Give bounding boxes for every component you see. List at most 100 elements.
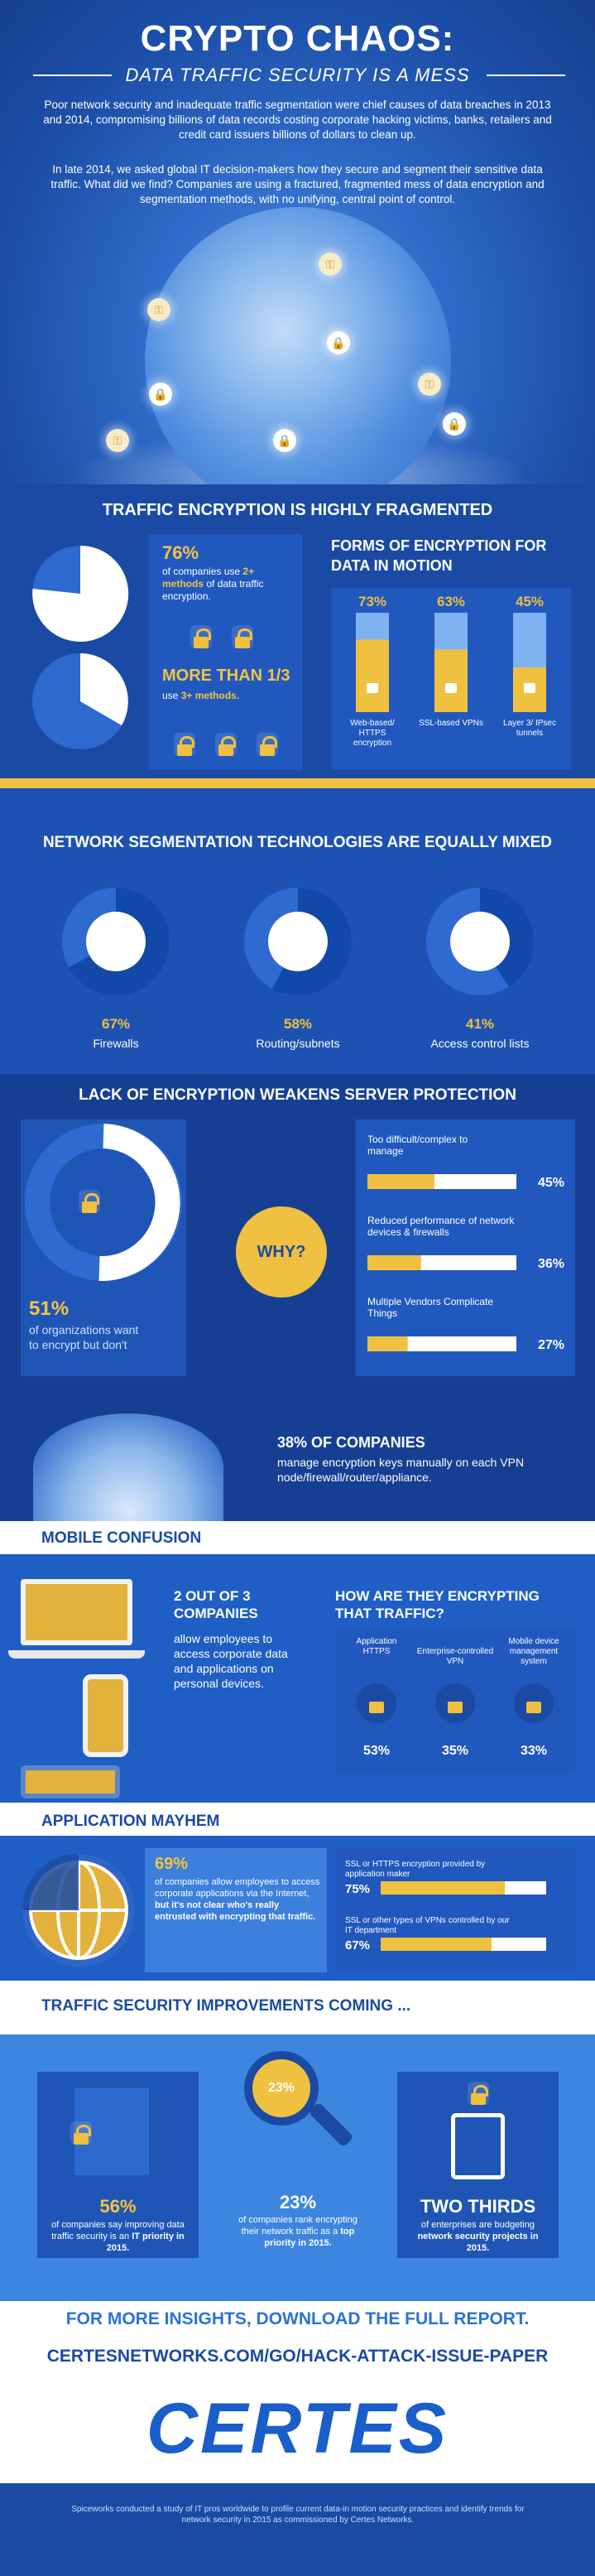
lock-icon xyxy=(79,1190,100,1213)
divider xyxy=(487,75,565,76)
stat-text: use 3+ methods. xyxy=(162,690,240,701)
stats-panel: 76% of companies use 2+ methods of data … xyxy=(149,534,302,770)
app-bar-chart: SSL or HTTPS encryption provided by appli… xyxy=(345,1860,546,1952)
server-protection-section: LACK OF ENCRYPTION WEAKENS SERVER PROTEC… xyxy=(0,1074,595,1405)
app-chart-panel: SSL or HTTPS encryption provided by appli… xyxy=(335,1848,575,1972)
app-mayhem-section: 69% of companies allow employees to acce… xyxy=(0,1836,595,1981)
app-header-band: APPLICATION MAYHEM xyxy=(0,1803,595,1836)
stat-text: of companies say improving data traffic … xyxy=(51,2220,185,2253)
lock-icon xyxy=(468,2082,489,2105)
category-label: Firewalls xyxy=(93,1037,138,1050)
improvement-card-3: TWO THIRDS of enterprises are budgeting … xyxy=(397,2072,559,2258)
reasons-panel: Too difficult/complex to manage 45% Reduced… xyxy=(356,1119,575,1376)
category-label: Reduced performance of network devices & … xyxy=(367,1215,515,1238)
data-label: 67% xyxy=(345,1938,370,1952)
stat-text: manage encryption keys manually on each … xyxy=(277,1456,525,1484)
category-label: Access control lists xyxy=(430,1037,529,1050)
data-label: 35% xyxy=(442,1744,468,1758)
magnifier-handle xyxy=(308,2102,354,2148)
how-panel: Application HTTPS 53% Enterprise-controlled… xyxy=(335,1629,575,1774)
bar xyxy=(367,1336,408,1351)
brand-logo: CERTES xyxy=(146,2389,449,2468)
lock-icon: 🔒 xyxy=(443,412,466,436)
category-label: SSL-based VPNs xyxy=(419,719,483,728)
reasons-bar-chart: Too difficult/complex to manage 45% Reduced… xyxy=(367,1134,564,1352)
manual-keys-section: 38% OF COMPANIES manage encryption keys … xyxy=(0,1405,595,1521)
pie-76 xyxy=(32,545,129,642)
improvement-card-1: 56% of companies say improving data traf… xyxy=(37,2072,199,2258)
category-label: Multiple Vendors Complicate Things xyxy=(367,1296,493,1319)
stat-pct: MORE THAN 1/3 xyxy=(162,667,290,685)
lock-icon xyxy=(215,733,237,756)
stat-text: of companies allow employees to access c… xyxy=(155,1877,320,1922)
category-label: SSL or HTTPS encryption provided by appli… xyxy=(345,1860,485,1879)
mobile-chart: Application HTTPS 53% Enterprise-controlled… xyxy=(357,1637,559,1758)
icon-badge xyxy=(86,912,146,971)
donut-51 xyxy=(25,1124,182,1281)
category-label: Enterprise-controlled VPN xyxy=(417,1647,493,1666)
lock-icon xyxy=(70,2121,92,2145)
data-label: 73% xyxy=(358,594,386,609)
section-header: TRAFFIC ENCRYPTION IS HIGHLY FRAGMENTED xyxy=(102,501,493,519)
forms-bar-chart: 73% Web-based/HTTPS encryption 63% SSL-based… xyxy=(350,594,556,748)
data-label: 41% xyxy=(466,1016,494,1032)
category-label: Routing/subnets xyxy=(256,1037,339,1050)
stat-title: 38% OF COMPANIES xyxy=(277,1434,425,1451)
lock-icon xyxy=(257,733,278,756)
stat-pct: 51% xyxy=(29,1298,70,1320)
section-header: NETWORK SEGMENTATION TECHNOLOGIES ARE EQ… xyxy=(42,834,553,851)
cta-text: FOR MORE INSIGHTS, DOWNLOAD THE FULL REP… xyxy=(65,2309,530,2328)
stat-pct: 69% xyxy=(155,1855,189,1873)
forms-chart-panel: 73% Web-based/HTTPS encryption 63% SSL-based… xyxy=(331,588,571,770)
category-label: Layer 3/ IPsec tunnels xyxy=(503,719,556,738)
stat-pct: 23% xyxy=(279,2192,317,2212)
pie-third xyxy=(32,653,128,749)
stat-title: TWO THIRDS xyxy=(420,2196,536,2217)
stat-pct: 56% xyxy=(99,2196,137,2217)
stat-pct: 76% xyxy=(162,542,199,563)
bar xyxy=(381,1938,492,1951)
footer-note: Spiceworks conducted a study of IT pros … xyxy=(71,2505,525,2525)
lock-icon xyxy=(232,625,253,648)
calculator-icon xyxy=(451,2113,505,2179)
lock-icon: 🔒 xyxy=(149,383,172,406)
improvements-section: 56% of companies say improving data traf… xyxy=(0,2034,595,2301)
globe-image xyxy=(145,207,451,484)
tablet-icon xyxy=(21,1765,120,1798)
category-label: Application HTTPS xyxy=(357,1637,397,1656)
hero-section: CRYPTO CHAOS: DATA TRAFFIC SECURITY IS A… xyxy=(0,0,595,484)
magnifier-icon: 23% xyxy=(244,2051,319,2126)
data-label: 27% xyxy=(538,1338,564,1352)
section-header: LACK OF ENCRYPTION WEAKENS SERVER PROTEC… xyxy=(79,1086,516,1104)
segmentation-chart: 67% Firewalls 58% Routing/subnets 41% Access … xyxy=(62,888,534,1050)
stat-text: of companies use 2+ methods of data traf… xyxy=(162,566,264,602)
stat-text: allow employees to access corporate data… xyxy=(174,1632,288,1690)
category-label: Web-based/HTTPS encryption xyxy=(350,719,395,748)
improvement-card-2: 23% 23% of companies rank encrypting the… xyxy=(219,2039,377,2258)
pct-panel: 51% of organizations want to encrypt but… xyxy=(21,1119,186,1376)
category-label: Too difficult/complex to manage xyxy=(367,1134,468,1157)
divider xyxy=(33,75,112,76)
lock-icon xyxy=(445,683,457,693)
lock-icon: 🔒 xyxy=(273,429,296,452)
encryption-fragmented-section: TRAFFIC ENCRYPTION IS HIGHLY FRAGMENTED … xyxy=(0,484,595,778)
data-label: 33% xyxy=(521,1744,547,1758)
bar xyxy=(367,1174,434,1189)
data-label: 75% xyxy=(345,1882,370,1896)
page-title: CRYPTO CHAOS: xyxy=(140,18,455,59)
data-label: 53% xyxy=(363,1744,390,1758)
lock-icon xyxy=(367,683,378,693)
category-label: SSL or other types of VPNs controlled by… xyxy=(345,1916,510,1935)
laptop-base xyxy=(8,1650,145,1659)
key-icon: ⚿ xyxy=(106,429,129,452)
lock-icon xyxy=(526,1702,541,1713)
bar xyxy=(367,1255,421,1270)
bar xyxy=(381,1881,505,1895)
globe-icon xyxy=(33,1413,223,1521)
icon-badge xyxy=(450,912,510,971)
phone-icon xyxy=(83,1674,128,1757)
report-link[interactable]: CERTESNETWORKS.COM/GO/HACK-ATTACK-ISSUE-… xyxy=(46,2347,549,2366)
category-label: Mobile device management system xyxy=(508,1637,559,1666)
forms-title: FORMS OF ENCRYPTION FOR DATA IN MOTION xyxy=(331,537,547,574)
stat-text: of companies rank encrypting their netwo… xyxy=(238,2215,357,2248)
